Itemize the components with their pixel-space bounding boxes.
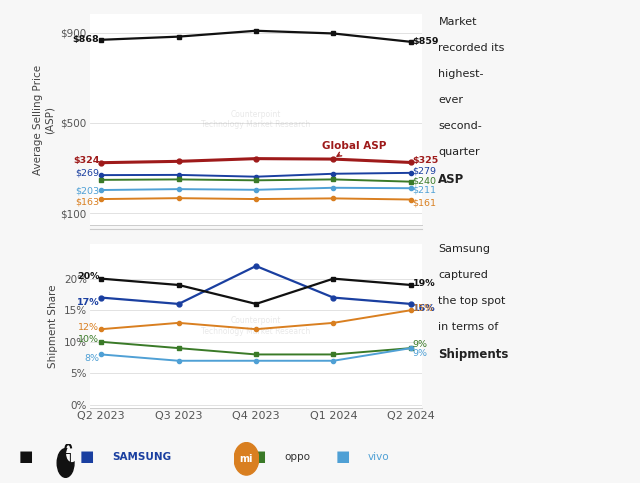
Text: $868: $868 — [72, 35, 99, 44]
Text: 9%: 9% — [413, 341, 428, 350]
Text: quarter: quarter — [438, 147, 480, 157]
Text: $211: $211 — [413, 185, 436, 195]
Text: 12%: 12% — [78, 323, 99, 332]
Text: in terms of: in terms of — [438, 322, 499, 332]
Text: Samsung: Samsung — [438, 244, 490, 254]
Text: 20%: 20% — [77, 272, 99, 281]
Text: 19%: 19% — [413, 279, 435, 287]
Text: $279: $279 — [413, 166, 436, 175]
Text: ■: ■ — [79, 449, 93, 465]
Circle shape — [234, 442, 259, 475]
Text: $203: $203 — [75, 186, 99, 196]
Text: mi: mi — [239, 454, 253, 464]
Text: highest-: highest- — [438, 69, 484, 79]
Text: 8%: 8% — [84, 355, 99, 363]
Text: $859: $859 — [413, 37, 439, 46]
Text: ever: ever — [438, 95, 463, 105]
Text: $325: $325 — [413, 156, 439, 165]
Ellipse shape — [67, 446, 77, 461]
Text: :  — [60, 452, 71, 470]
Text: $269: $269 — [76, 169, 99, 177]
Text: second-: second- — [438, 121, 482, 131]
Y-axis label: Shipment Share: Shipment Share — [48, 284, 58, 368]
Text: $324: $324 — [73, 156, 99, 165]
Text: Counterpoint
Technology Market Research: Counterpoint Technology Market Research — [202, 110, 310, 129]
Text: captured: captured — [438, 270, 488, 280]
Text: Counterpoint
Technology Market Research: Counterpoint Technology Market Research — [202, 316, 310, 336]
Text: 17%: 17% — [77, 298, 99, 307]
Text: vivo: vivo — [368, 452, 390, 462]
Text: Market: Market — [438, 17, 477, 27]
Text: ■: ■ — [335, 449, 349, 465]
Text: ■: ■ — [252, 449, 266, 465]
Text: 10%: 10% — [78, 335, 99, 344]
Text: $161: $161 — [413, 198, 436, 207]
Text: ASP: ASP — [438, 173, 465, 186]
Text: Global ASP: Global ASP — [322, 141, 386, 156]
Y-axis label: Average Selling Price
(ASP): Average Selling Price (ASP) — [33, 64, 55, 175]
Text: Shipments: Shipments — [438, 348, 509, 361]
Text: 16%: 16% — [413, 304, 435, 313]
Ellipse shape — [57, 449, 74, 477]
Text: the top spot: the top spot — [438, 296, 506, 306]
Text: SAMSUNG: SAMSUNG — [112, 452, 171, 462]
Text: oppo: oppo — [285, 452, 311, 462]
Text: 15%: 15% — [413, 304, 434, 313]
Text: $240: $240 — [413, 177, 436, 186]
Text: recorded its: recorded its — [438, 43, 505, 53]
Text: 9%: 9% — [413, 349, 428, 358]
Text: ■: ■ — [19, 449, 33, 465]
Text: $163: $163 — [75, 198, 99, 207]
